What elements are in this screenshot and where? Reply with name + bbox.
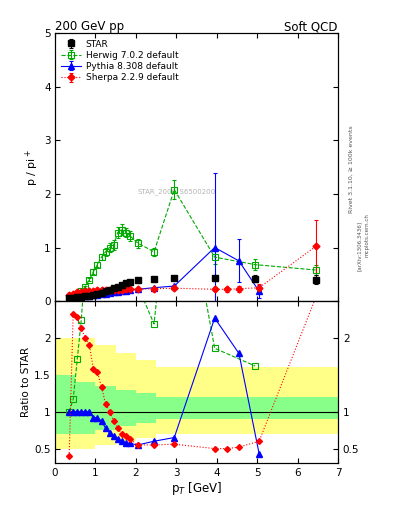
Text: mcplots.cern.ch: mcplots.cern.ch: [365, 214, 370, 258]
Text: Rivet 3.1.10, ≥ 100k events: Rivet 3.1.10, ≥ 100k events: [349, 125, 354, 213]
Legend: STAR, Herwig 7.0.2 default, Pythia 8.308 default, Sherpa 2.2.9 default: STAR, Herwig 7.0.2 default, Pythia 8.308…: [59, 37, 181, 85]
Text: [arXiv:1306.3436]: [arXiv:1306.3436]: [357, 221, 362, 271]
X-axis label: p$_T$ [GeV]: p$_T$ [GeV]: [171, 480, 222, 497]
Text: Soft QCD: Soft QCD: [285, 20, 338, 33]
Y-axis label: Ratio to STAR: Ratio to STAR: [22, 347, 31, 417]
Text: 200 GeV pp: 200 GeV pp: [55, 20, 124, 33]
Text: STAR_2006_S6500200: STAR_2006_S6500200: [138, 188, 216, 195]
Y-axis label: p / pi$^+$: p / pi$^+$: [24, 148, 41, 186]
